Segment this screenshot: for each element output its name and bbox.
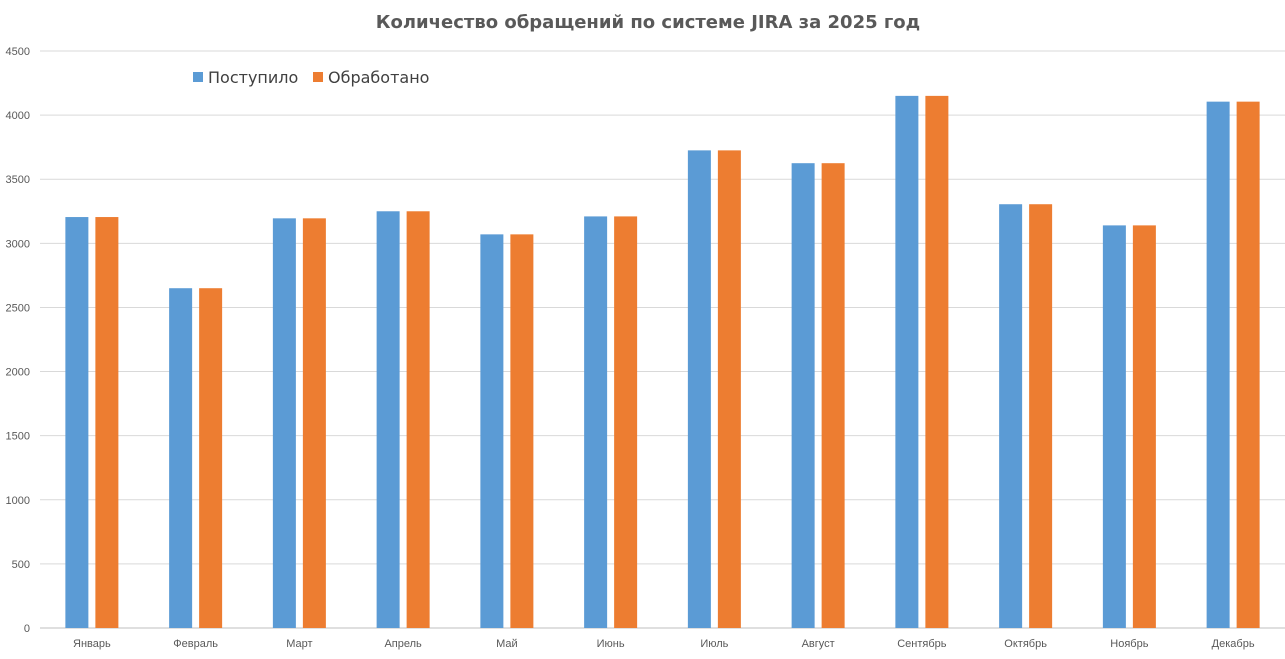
bar-processed	[95, 217, 119, 628]
legend-label: Поступило	[208, 68, 298, 87]
bar-processed	[821, 163, 845, 628]
legend: Поступило Обработано	[193, 68, 429, 87]
bar-received	[687, 150, 711, 628]
bars	[65, 95, 1260, 629]
bar-received	[791, 163, 815, 628]
bar-processed	[1236, 101, 1260, 629]
bar-processed	[406, 211, 430, 628]
x-tick-label: Декабрь	[1212, 638, 1255, 650]
x-tick-label: Сентябрь	[897, 638, 947, 650]
y-tick-label: 500	[12, 559, 30, 571]
y-tick-label: 4000	[6, 110, 30, 122]
bar-processed	[925, 95, 949, 628]
y-tick-label: 3000	[6, 238, 30, 250]
y-tick-label: 4500	[6, 46, 30, 58]
y-tick-label: 2500	[6, 302, 30, 314]
x-tick-label: Октябрь	[1004, 638, 1047, 650]
bar-received	[65, 217, 89, 628]
bar-received	[999, 204, 1023, 628]
bar-processed	[614, 216, 638, 628]
bar-processed	[199, 288, 223, 628]
bar-received	[895, 95, 919, 628]
legend-swatch	[193, 72, 203, 82]
bar-processed	[717, 150, 741, 628]
x-tick-label: Август	[802, 638, 835, 650]
bar-processed	[510, 234, 534, 628]
x-tick-label: Май	[496, 638, 518, 650]
y-tick-label: 1000	[6, 495, 30, 507]
bar-received	[272, 218, 296, 628]
x-tick-label: Февраль	[173, 638, 218, 650]
x-tick-label: Июль	[700, 638, 728, 650]
x-tick-label: Март	[286, 638, 312, 650]
x-tick-label: Апрель	[384, 638, 422, 650]
bar-processed	[302, 218, 326, 628]
bar-received	[584, 216, 608, 628]
y-tick-label: 2000	[6, 367, 30, 379]
y-tick-label: 1500	[6, 431, 30, 443]
bar-received	[480, 234, 504, 628]
bar-received	[1102, 225, 1126, 629]
gridlines	[40, 50, 1285, 629]
y-tick-label: 3500	[6, 174, 30, 186]
x-tick-label: Июнь	[597, 638, 625, 650]
bar-received	[1206, 101, 1230, 629]
chart-title: Количество обращений по системе JIRA за …	[376, 12, 920, 33]
bar-processed	[1132, 225, 1156, 629]
legend-label: Обработано	[328, 68, 429, 87]
y-tick-label: 0	[24, 623, 30, 635]
bar-received	[169, 288, 193, 628]
bar-received	[376, 211, 400, 628]
x-axis-ticks: Январь Февраль Март Апрель Май Июнь Июль Август…	[73, 638, 1255, 650]
legend-swatch	[313, 72, 323, 82]
x-tick-label: Ноябрь	[1110, 638, 1148, 650]
x-tick-label: Январь	[73, 638, 111, 650]
y-axis-ticks: 0 500 1000 1500 2000 2500 3000 3500 4000 4500	[6, 46, 30, 635]
bar-processed	[1029, 204, 1053, 628]
